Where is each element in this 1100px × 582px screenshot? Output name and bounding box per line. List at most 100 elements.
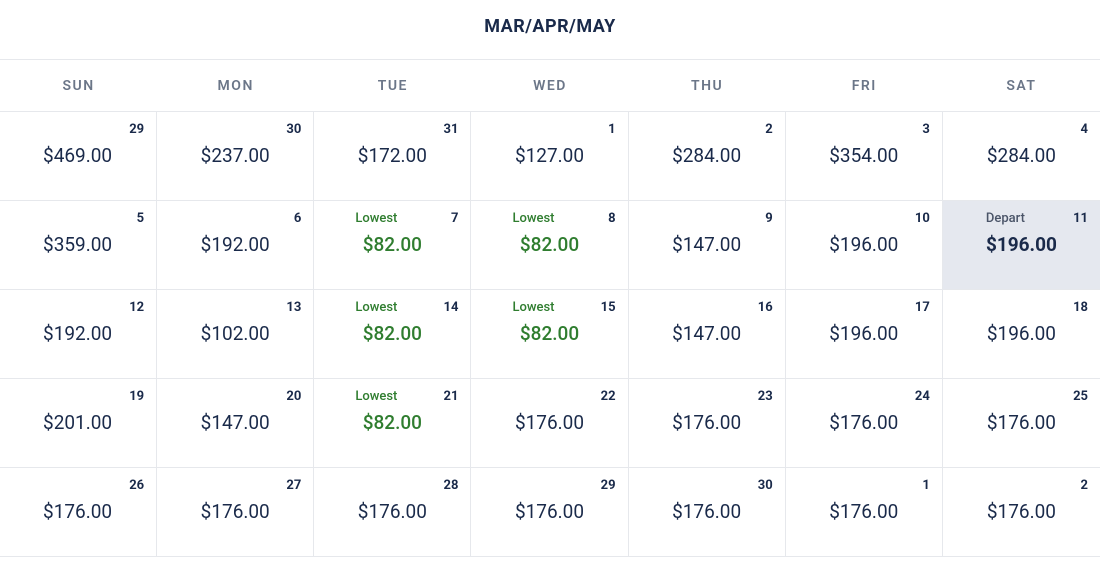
day-price: $192.00 [157,233,313,256]
calendar-day-cell[interactable]: 8Lowest$82.00 [470,200,628,290]
day-number: 23 [758,389,773,404]
weekday-header: WED [471,60,628,112]
calendar-day-cell[interactable]: 2 $284.00 [628,111,786,201]
day-price: $354.00 [786,144,942,167]
day-price: $176.00 [943,500,1100,523]
day-number: 18 [1073,300,1088,315]
day-price: $82.00 [314,411,470,434]
day-price: $172.00 [314,144,470,167]
day-number: 15 [601,300,616,315]
weekday-header: TUE [314,60,471,112]
calendar-day-cell[interactable]: 16$147.00 [628,289,786,379]
calendar-day-cell[interactable]: 27$176.00 [156,467,314,557]
calendar-day-cell[interactable]: 2$176.00 [942,467,1100,557]
day-number: 2 [765,122,772,137]
calendar-day-cell[interactable]: 12 $192.00 [0,289,157,379]
calendar-day-cell[interactable]: 21Lowest$82.00 [313,378,471,468]
calendar-day-cell[interactable]: 29 $176.00 [470,467,628,557]
day-number: 1 [608,122,615,137]
calendar-day-cell[interactable]: 29 $469.00 [0,111,157,201]
calendar-day-cell[interactable]: 13$102.00 [156,289,314,379]
calendar-day-cell[interactable]: 17 $196.00 [785,289,943,379]
day-price: $82.00 [314,233,470,256]
calendar-day-cell[interactable]: 10 $196.00 [785,200,943,290]
lowest-tag: Lowest [314,211,438,226]
day-price: $192.00 [0,322,156,345]
calendar-day-cell[interactable]: 28 $176.00 [313,467,471,557]
day-price: $284.00 [629,144,785,167]
day-price: $176.00 [157,500,313,523]
day-number: 16 [758,300,773,315]
day-price: $176.00 [786,411,942,434]
day-number: 24 [915,389,930,404]
day-price: $201.00 [0,411,156,434]
weekday-header: SUN [0,60,157,112]
day-number: 14 [444,300,459,315]
calendar-day-cell[interactable]: 1 $176.00 [785,467,943,557]
day-number: 6 [294,211,301,226]
day-number: 3 [922,122,929,137]
calendar-day-cell[interactable]: 22 $176.00 [470,378,628,468]
day-price: $196.00 [786,322,942,345]
day-price: $237.00 [157,144,313,167]
day-price: $284.00 [943,144,1100,167]
calendar-day-cell[interactable]: 15 Lowest $82.00 [470,289,628,379]
calendar-day-cell[interactable]: 5$359.00 [0,200,157,290]
day-price: $82.00 [314,322,470,345]
day-number: 30 [286,122,301,137]
calendar-day-cell[interactable]: 24 $176.00 [785,378,943,468]
day-price: $469.00 [0,144,156,167]
day-price: $147.00 [629,233,785,256]
calendar-day-cell[interactable]: 14Lowest$82.00 [313,289,471,379]
day-price: $176.00 [943,411,1100,434]
weekday-header: SAT [943,60,1100,112]
day-number: 30 [758,478,773,493]
calendar-day-cell[interactable]: 20$147.00 [156,378,314,468]
day-number: 21 [444,389,459,404]
calendar-title: MAR/APR/MAY [0,0,1100,59]
day-number: 22 [601,389,616,404]
day-price: $176.00 [629,411,785,434]
calendar-day-cell[interactable]: 18 $196.00 [942,289,1100,379]
calendar-day-cell[interactable]: 23 $176.00 [628,378,786,468]
day-price: $176.00 [471,500,627,523]
day-number: 12 [129,300,144,315]
day-price: $176.00 [471,411,627,434]
day-number: 29 [601,478,616,493]
day-price: $82.00 [471,233,627,256]
lowest-tag: Lowest [471,211,595,226]
day-price: $176.00 [314,500,470,523]
day-price: $176.00 [629,500,785,523]
depart-tag: Depart [943,211,1068,226]
calendar-day-cell[interactable]: 7Lowest$82.00 [313,200,471,290]
calendar-grid: 29$469.0030$237.0031$172.001$127.002$284… [0,112,1100,557]
calendar-day-cell[interactable]: 9$147.00 [628,200,786,290]
day-price: $102.00 [157,322,313,345]
calendar-day-cell[interactable]: 1 $127.00 [470,111,628,201]
day-price: $127.00 [471,144,627,167]
calendar-day-cell[interactable]: 19$201.00 [0,378,157,468]
day-number: 17 [915,300,930,315]
day-price: $82.00 [471,322,627,345]
day-number: 10 [915,211,930,226]
calendar-day-cell[interactable]: 6 $192.00 [156,200,314,290]
weekday-header: FRI [786,60,943,112]
calendar-day-cell[interactable]: 31$172.00 [313,111,471,201]
day-price: $196.00 [943,322,1100,345]
day-number: 29 [129,122,144,137]
calendar-day-cell[interactable]: 4$284.00 [942,111,1100,201]
calendar-day-cell[interactable]: 30 $176.00 [628,467,786,557]
calendar-day-cell[interactable]: 3 $354.00 [785,111,943,201]
lowest-tag: Lowest [471,300,595,315]
calendar-day-cell[interactable]: 25$176.00 [942,378,1100,468]
day-number: 28 [444,478,459,493]
calendar-day-cell[interactable]: 30 $237.00 [156,111,314,201]
calendar-day-cell[interactable]: 26$176.00 [0,467,157,557]
calendar-day-cell[interactable]: 11Depart$196.00 [942,200,1100,290]
day-number: 11 [1073,211,1088,226]
day-price: $176.00 [786,500,942,523]
day-number: 26 [129,478,144,493]
day-price: $147.00 [157,411,313,434]
day-number: 1 [922,478,929,493]
day-price: $196.00 [786,233,942,256]
